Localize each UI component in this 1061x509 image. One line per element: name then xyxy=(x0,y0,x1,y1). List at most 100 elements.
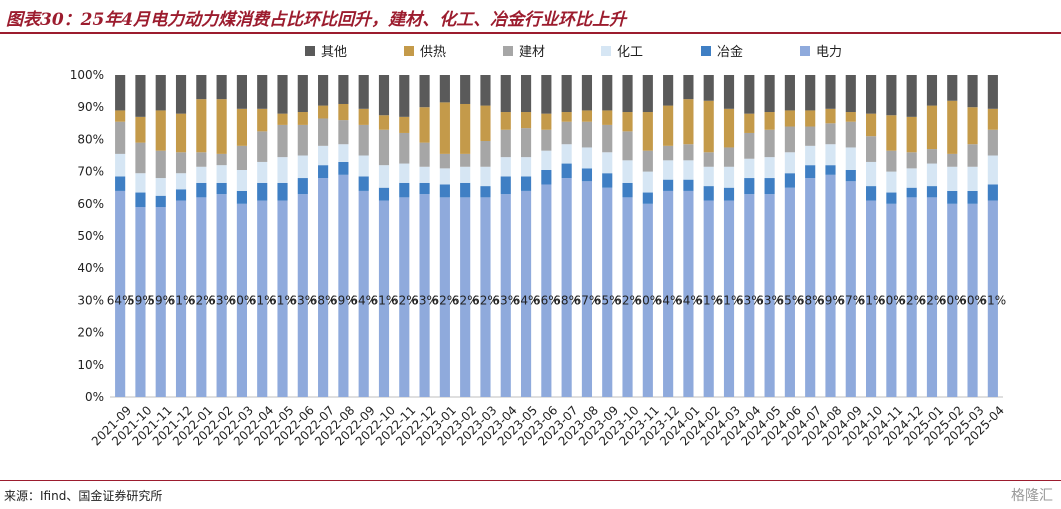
bar-segment-其他 xyxy=(683,75,694,100)
bar-segment-冶金 xyxy=(318,165,329,179)
bar-segment-电力 xyxy=(926,197,938,397)
data-label: 63% xyxy=(208,293,235,307)
bar-segment-建材 xyxy=(480,141,491,167)
bar-segment-电力 xyxy=(805,178,816,397)
bar-segment-建材 xyxy=(500,129,511,158)
bar-segment-供热 xyxy=(866,113,877,137)
bar-segment-供热 xyxy=(378,115,390,130)
bar-segment-其他 xyxy=(703,75,714,101)
bar-segment-化工 xyxy=(683,160,694,180)
bar-segment-其他 xyxy=(947,75,958,101)
bar-segment-供热 xyxy=(399,116,410,133)
data-label: 65% xyxy=(594,293,621,307)
data-label: 62% xyxy=(614,293,641,307)
bar-segment-供热 xyxy=(155,110,166,151)
data-label: 60% xyxy=(229,293,256,307)
bar-segment-电力 xyxy=(581,181,593,397)
bar-segment-其他 xyxy=(581,75,593,111)
data-label: 61% xyxy=(371,293,398,307)
bar-segment-供热 xyxy=(886,115,897,151)
y-tick-label: 50% xyxy=(77,229,104,243)
bar-segment-其他 xyxy=(663,75,674,106)
bar-segment-供热 xyxy=(338,103,349,121)
bar-segment-建材 xyxy=(947,153,958,167)
bar-segment-其他 xyxy=(845,75,856,113)
data-label: 62% xyxy=(472,293,499,307)
bar-segment-电力 xyxy=(947,203,958,397)
bar-segment-冶金 xyxy=(703,186,714,201)
bar-segment-电力 xyxy=(602,187,613,397)
bar-segment-建材 xyxy=(297,124,308,156)
bar-segment-冶金 xyxy=(257,182,268,201)
bar-segment-电力 xyxy=(338,174,349,397)
bar-segment-建材 xyxy=(581,121,593,148)
bar-segment-供热 xyxy=(277,113,288,125)
bar-segment-供热 xyxy=(764,112,775,130)
bar-segment-化工 xyxy=(378,165,390,188)
footer-divider xyxy=(0,480,1061,481)
bar-segment-供热 xyxy=(175,113,187,153)
bar-segment-其他 xyxy=(297,75,308,113)
bar-segment-电力 xyxy=(318,178,329,397)
bar-segment-化工 xyxy=(764,157,775,179)
bar-segment-其他 xyxy=(602,75,613,111)
bar-segment-冶金 xyxy=(744,178,755,195)
bar-segment-其他 xyxy=(825,75,836,109)
bar-segment-化工 xyxy=(419,166,430,183)
bar-segment-电力 xyxy=(277,200,288,397)
bar-segment-建材 xyxy=(358,124,369,156)
bar-segment-建材 xyxy=(338,120,349,145)
bar-segment-冶金 xyxy=(663,179,674,191)
bar-segment-建材 xyxy=(987,129,998,156)
bar-segment-建材 xyxy=(886,150,897,172)
bar-segment-供热 xyxy=(135,116,146,143)
bar-segment-其他 xyxy=(967,75,978,108)
bar-segment-电力 xyxy=(663,190,674,397)
bar-segment-冶金 xyxy=(845,169,856,182)
bar-segment-供热 xyxy=(723,108,735,148)
bar-segment-供热 xyxy=(987,108,998,130)
bar-segment-其他 xyxy=(866,75,877,114)
bar-segment-其他 xyxy=(561,75,572,113)
bar-segment-建材 xyxy=(277,124,288,158)
bar-segment-化工 xyxy=(602,152,613,174)
bar-segment-供热 xyxy=(297,112,308,125)
bar-segment-其他 xyxy=(236,75,247,109)
bar-segment-其他 xyxy=(460,75,471,104)
bar-segment-供热 xyxy=(358,108,369,125)
bar-segment-电力 xyxy=(439,197,450,397)
legend-swatch-化工 xyxy=(601,46,611,56)
bar-segment-化工 xyxy=(277,157,288,183)
bar-segment-其他 xyxy=(318,75,329,106)
bar-segment-冶金 xyxy=(947,190,958,204)
legend-label: 化工 xyxy=(617,45,643,60)
bar-segment-电力 xyxy=(967,203,978,397)
legend-swatch-供热 xyxy=(404,46,414,56)
legend-label: 供热 xyxy=(420,45,446,60)
bar-segment-冶金 xyxy=(500,176,511,195)
y-tick-label: 100% xyxy=(70,68,104,82)
bar-segment-建材 xyxy=(419,142,430,167)
chart-title: 图表30：25年4月电力动力煤消费占比环比回升，建材、化工、冶金行业环比上升 xyxy=(6,10,627,30)
data-label: 62% xyxy=(188,293,215,307)
bar-segment-化工 xyxy=(987,155,998,185)
bar-segment-其他 xyxy=(378,75,390,116)
bar-segment-化工 xyxy=(825,144,836,166)
bar-segment-供热 xyxy=(318,105,329,119)
data-label: 65% xyxy=(777,293,804,307)
bar-segment-其他 xyxy=(784,75,795,111)
bar-segment-建材 xyxy=(460,153,471,167)
bar-segment-化工 xyxy=(155,178,166,196)
bar-segment-建材 xyxy=(602,124,613,153)
bar-segment-冶金 xyxy=(926,186,938,198)
data-label: 59% xyxy=(127,293,154,307)
bar-segment-建材 xyxy=(216,153,227,166)
bar-segment-化工 xyxy=(480,166,491,187)
bar-segment-供热 xyxy=(784,110,795,127)
data-label: 60% xyxy=(959,293,986,307)
bar-segment-供热 xyxy=(906,116,917,153)
legend-swatch-电力 xyxy=(800,46,810,56)
bar-segment-电力 xyxy=(906,197,917,397)
bar-segment-冶金 xyxy=(175,189,187,201)
data-label: 67% xyxy=(574,293,601,307)
